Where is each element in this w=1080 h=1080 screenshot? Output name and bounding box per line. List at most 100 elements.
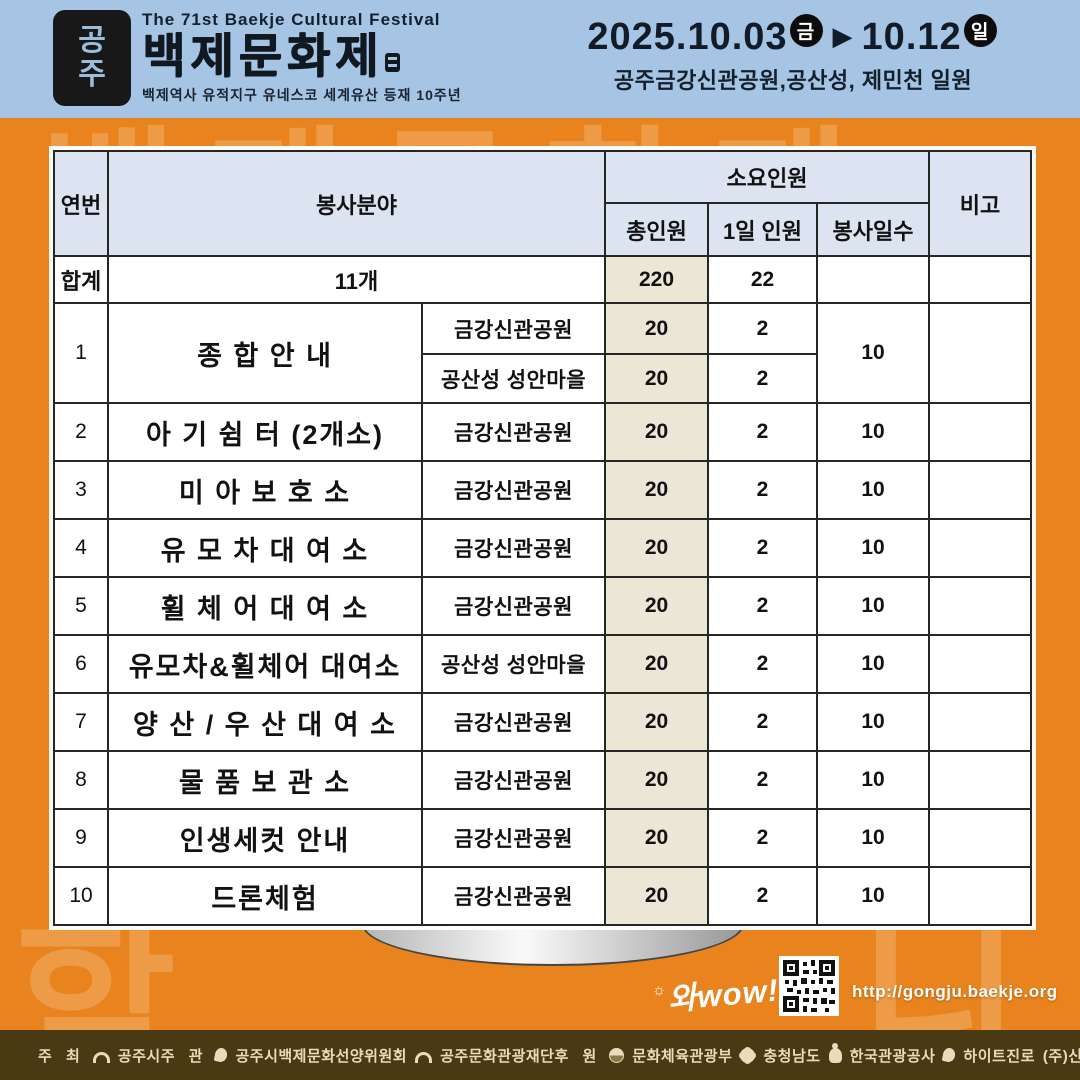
row-field: 미 아 보 호 소 [107, 460, 423, 520]
row-field: 유모차&휠체어 대여소 [107, 634, 423, 694]
row-daily: 2 [707, 576, 818, 636]
sponsor-name: 한국관광공사 [849, 1047, 936, 1065]
table-row: 2 아 기 쉼 터 (2개소) 금강신관공원 20 2 10 [53, 402, 1032, 462]
table-row: 7 양 산 / 우 산 대 여 소 금강신관공원 20 2 10 [53, 692, 1032, 752]
festival-location: 공주금강신관공원,공산성, 제민천 일원 [613, 68, 973, 93]
organizer-group: 주 관 공주시백제문화선양위원회 공주문화관광재단 [161, 1045, 555, 1066]
date-end: 10.12 [861, 16, 962, 58]
seal-char: 주 [78, 58, 106, 91]
row-note [928, 634, 1032, 694]
row-daily: 2 [707, 750, 818, 810]
day-start-badge: 금 [789, 14, 823, 47]
volunteer-table: 연번 봉사분야 소요인원 비고 총인원 1일 인원 봉사일수 합계 11개 22… [53, 150, 1032, 926]
foundation-icon [415, 1051, 433, 1063]
wow-brand-logo: ☼와wow! [650, 965, 780, 1021]
gongju-city-icon [92, 1051, 110, 1063]
row-daily: 2 [707, 353, 818, 404]
row-field: 유 모 차 대 여 소 [107, 518, 423, 578]
sponsor-name: (주)신양소주 [1042, 1047, 1080, 1065]
col-header-total: 총인원 [604, 202, 709, 257]
row-no: 7 [53, 692, 109, 752]
row-days: 10 [816, 576, 930, 636]
row-location: 금강신관공원 [421, 692, 606, 752]
row-note [928, 808, 1032, 868]
row-location: 금강신관공원 [421, 808, 606, 868]
organizer-name: 공주시백제문화선양위원회 [235, 1047, 408, 1065]
festival-dates: 2025.10.03 금 ▶ 10.12 일 [528, 14, 1058, 59]
row-field: 물 품 보 관 소 [107, 750, 423, 810]
table-row: 9 인생세컷 안내 금강신관공원 20 2 10 [53, 808, 1032, 868]
row-no: 8 [53, 750, 109, 810]
sponsor-footer: 주 최 공주시 주 관 공주시백제문화선양위원회 공주문화관광재단 후 원 문화… [0, 1030, 1080, 1080]
gongju-seal-logo: 공 주 [55, 12, 129, 104]
row-location: 금강신관공원 [421, 576, 606, 636]
row-location: 금강신관공원 [421, 518, 606, 578]
website-url[interactable]: http://gongju.baekje.org [852, 982, 1058, 1001]
festival-subtitle: 백제역사 유적지구 유네스코 세계유산 등재 10주년 [142, 87, 462, 103]
row-days: 10 [816, 402, 930, 462]
row-note [928, 402, 1032, 462]
table-row: 6 유모차&휠체어 대여소 공산성 성안마을 20 2 10 [53, 634, 1032, 694]
col-header-daily: 1일 인원 [707, 202, 818, 257]
row-field: 드론체험 [107, 866, 423, 926]
row-daily: 2 [707, 302, 818, 355]
row-no: 4 [53, 518, 109, 578]
wow-logo-text: 와wow! [666, 972, 781, 1018]
table-row: 3 미 아 보 호 소 금강신관공원 20 2 10 [53, 460, 1032, 520]
day-end-badge: 일 [963, 14, 997, 47]
row-days: 10 [816, 750, 930, 810]
row-daily: 2 [707, 460, 818, 520]
qr-code-image [783, 960, 835, 1012]
row-days: 10 [816, 302, 930, 404]
row-no: 10 [53, 866, 109, 926]
row-field: 휠 체 어 대 여 소 [107, 576, 423, 636]
title-seal-icon [385, 53, 401, 72]
summary-total: 220 [604, 255, 709, 304]
row-location: 금강신관공원 [421, 460, 606, 520]
table-row: 4 유 모 차 대 여 소 금강신관공원 20 2 10 [53, 518, 1032, 578]
festival-title-ko: 백제문화제 [142, 29, 384, 82]
arrow-icon: ▶ [832, 21, 854, 51]
row-total: 20 [604, 866, 709, 926]
organizer-label: 주 관 [160, 1047, 208, 1065]
row-note [928, 750, 1032, 810]
sponsor-label: 후 원 [554, 1047, 602, 1065]
host-label: 주 최 [38, 1047, 85, 1065]
table-row: 8 물 품 보 관 소 금강신관공원 20 2 10 [53, 750, 1032, 810]
table-header-row: 연번 봉사분야 소요인원 비고 [53, 150, 1032, 257]
row-days: 10 [816, 460, 930, 520]
chungnam-icon [740, 1047, 756, 1063]
row-daily: 2 [707, 402, 818, 462]
summary-field: 11개 [107, 255, 606, 304]
row-field: 아 기 쉼 터 (2개소) [107, 402, 423, 462]
row-daily: 2 [707, 634, 818, 694]
col-header-seq: 연번 [53, 150, 109, 257]
row-location: 금강신관공원 [421, 402, 606, 462]
sponsor-group: 후 원 문화체육관광부 충청남도 한국관광공사 하이트진로 (주)신양소주 [554, 1042, 1080, 1066]
row-total: 20 [604, 402, 709, 462]
host-name: 공주시 [117, 1047, 161, 1065]
festival-title-en: The 71st Baekje Cultural Festival [142, 10, 441, 29]
seal-char: 공 [78, 24, 106, 57]
row-total: 20 [604, 576, 709, 636]
summary-row: 합계 11개 220 22 [53, 255, 1032, 304]
row-note [928, 518, 1032, 578]
row-days: 10 [816, 866, 930, 926]
hite-jinro-icon [942, 1046, 957, 1064]
row-no: 9 [53, 808, 109, 868]
row-total: 20 [604, 634, 709, 694]
col-header-field: 봉사분야 [107, 150, 606, 257]
row-location: 금강신관공원 [421, 750, 606, 810]
date-start: 2025.10.03 [587, 16, 788, 58]
row-daily: 2 [707, 808, 818, 868]
festival-header: 공 주 The 71st Baekje Cultural Festival 백제… [0, 0, 1080, 118]
summary-note [928, 255, 1032, 304]
row-daily: 2 [707, 692, 818, 752]
row-location: 공산성 성안마을 [421, 634, 606, 694]
row-no: 5 [53, 576, 109, 636]
row-location: 금강신관공원 [421, 866, 606, 926]
sponsor-name: 충청남도 [763, 1047, 821, 1065]
table-row: 10 드론체험 금강신관공원 20 2 10 [53, 866, 1032, 926]
col-header-days: 봉사일수 [816, 202, 930, 257]
row-no: 3 [53, 460, 109, 520]
